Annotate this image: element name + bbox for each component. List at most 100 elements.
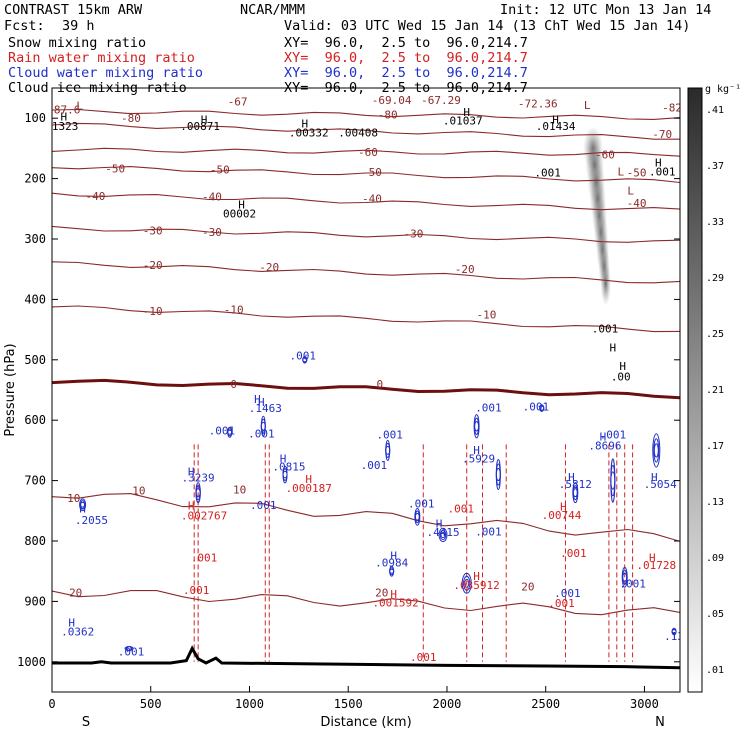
rain-high-marker: H — [560, 501, 567, 514]
isotherm-label: -60 — [595, 148, 615, 161]
isotherm-label: 20 — [375, 586, 388, 599]
valid-time: Valid: 03 UTC Wed 15 Jan 14 (13 ChT Wed … — [284, 18, 691, 34]
cloud-water-value-label: .5929 — [462, 452, 495, 465]
cloud-water-high-marker: H — [600, 431, 607, 444]
rain-high-marker: H — [649, 551, 656, 564]
isotherm-label: -80 — [121, 112, 141, 125]
y-axis-title: Pressure (hPa) — [3, 343, 18, 436]
cloud-water-value-label: .0984 — [375, 557, 408, 570]
cloud-water-contour — [495, 463, 501, 486]
snow-value-label: .01037 — [443, 115, 483, 128]
y-tick-label: 300 — [24, 232, 46, 246]
cloud-water-contour — [463, 575, 471, 591]
xy-rain: XY= 96.0, 2.5 to 96.0,214.7 — [284, 50, 528, 66]
south-label: S — [82, 715, 90, 730]
cloud-water-contour — [572, 488, 578, 498]
x-tick-label: 3000 — [630, 697, 659, 711]
colorbar-label: .37 — [706, 161, 724, 172]
isotherm-label: -72.36 — [518, 98, 558, 111]
isotherm-label: -20 — [259, 261, 279, 274]
cloud-water-contour — [652, 433, 661, 468]
rain-value-label: .00744 — [542, 509, 582, 522]
snow-value-label: .001 — [534, 167, 561, 180]
cloud-water-high-marker: H — [188, 466, 195, 479]
cloud-water-contour — [671, 629, 677, 635]
model-title: CONTRAST 15km ARW — [4, 2, 143, 18]
snow-high-marker: H — [301, 118, 308, 131]
isotherm-label: -10 — [477, 309, 497, 322]
x-axis-title: Distance (km) — [320, 715, 411, 730]
isotherm-line — [52, 147, 680, 157]
snow-value-label: 00002 — [223, 208, 256, 221]
colorbar-label: .17 — [706, 441, 724, 452]
isotherm-label: -40 — [362, 193, 382, 206]
cloud-water-contour — [440, 531, 446, 539]
isotherm-label: -50 — [362, 166, 382, 179]
rain-value-label: .01728 — [636, 559, 676, 572]
cloud-water-value-label: .001 — [523, 400, 550, 413]
x-tick-label: 1000 — [235, 697, 264, 711]
isotherm-label: -80 — [378, 109, 398, 122]
low-marker: L — [617, 165, 624, 178]
cloud-water-contour — [302, 357, 308, 363]
isotherm-label: 20 — [69, 586, 82, 599]
isotherm-label: -60 — [358, 146, 378, 159]
cloud-water-contour — [126, 646, 132, 652]
isotherm-label: 10 — [132, 484, 145, 497]
isotherm-label: -82 — [662, 101, 682, 114]
freezing-level-line — [52, 378, 680, 400]
rain-value-label: .001 — [410, 651, 437, 664]
low-marker: L — [76, 100, 83, 113]
isotherm-line — [52, 122, 680, 140]
snow-value-label: .01434 — [536, 120, 576, 133]
cloud-water-high-marker: H — [390, 549, 397, 562]
isotherm-label: -40 — [86, 190, 106, 203]
cloud-water-contour — [80, 501, 86, 508]
plot-frame — [51, 87, 681, 693]
rain-value-label: .001 — [183, 584, 210, 597]
y-tick-label: 1000 — [17, 655, 46, 669]
cloud-water-value-label: .001 — [475, 525, 502, 538]
isotherm-label: -67 — [228, 95, 248, 108]
cloud-water-contour — [474, 417, 480, 435]
snow-value-label: .00332 — [289, 127, 329, 140]
cloud-water-value-label: .001 — [619, 577, 646, 590]
cloud-water-value-label: .1463 — [249, 402, 282, 415]
cloud-water-value-label: .13 — [664, 630, 684, 643]
y-tick-label: 200 — [24, 172, 46, 186]
rain-high-marker: H — [188, 499, 195, 512]
isotherm-label: -50 — [210, 164, 230, 177]
colorbar-label: .21 — [706, 385, 724, 396]
cloud-water-contour — [389, 568, 395, 574]
rain-high-marker: H — [390, 588, 397, 601]
y-tick-label: 800 — [24, 534, 46, 548]
isotherm-line — [52, 305, 680, 333]
field-cloud-water: Cloud water mixing ratio — [8, 65, 204, 81]
isotherm-line — [52, 590, 680, 616]
colorbar-label: .29 — [706, 273, 724, 284]
isotherm-label: -10 — [143, 305, 163, 318]
snow-high-marker: H — [610, 342, 617, 355]
cloud-water-value-label: .3239 — [182, 472, 215, 485]
rain-value-label: .001 — [560, 547, 587, 560]
snow-value-label: .00871 — [180, 120, 220, 133]
snow-high-marker: H — [201, 113, 208, 126]
cloud-water-value-label: .001 — [600, 429, 627, 442]
cloud-water-value-label: .8696 — [588, 440, 621, 453]
x-tick-label: 2000 — [433, 697, 462, 711]
isotherm-label: -40 — [627, 197, 647, 210]
isotherm-line — [52, 166, 680, 184]
isotherm-line — [52, 493, 680, 542]
cloud-water-value-label: .001 — [361, 459, 388, 472]
cloud-water-value-label: .001 — [554, 587, 581, 600]
isotherm-label: -30 — [143, 225, 163, 238]
isotherm-label: -40 — [202, 191, 222, 204]
isotherm-line — [52, 108, 680, 120]
rain-value-label: .000187 — [286, 482, 332, 495]
cloud-water-contour — [227, 429, 233, 435]
colorbar-label: .13 — [706, 497, 724, 508]
snow-value-label: .00408 — [338, 127, 378, 140]
cloud-water-contour — [195, 488, 201, 498]
cloud-water-contour — [539, 405, 545, 411]
isotherm-label: -69.04 — [372, 94, 412, 107]
